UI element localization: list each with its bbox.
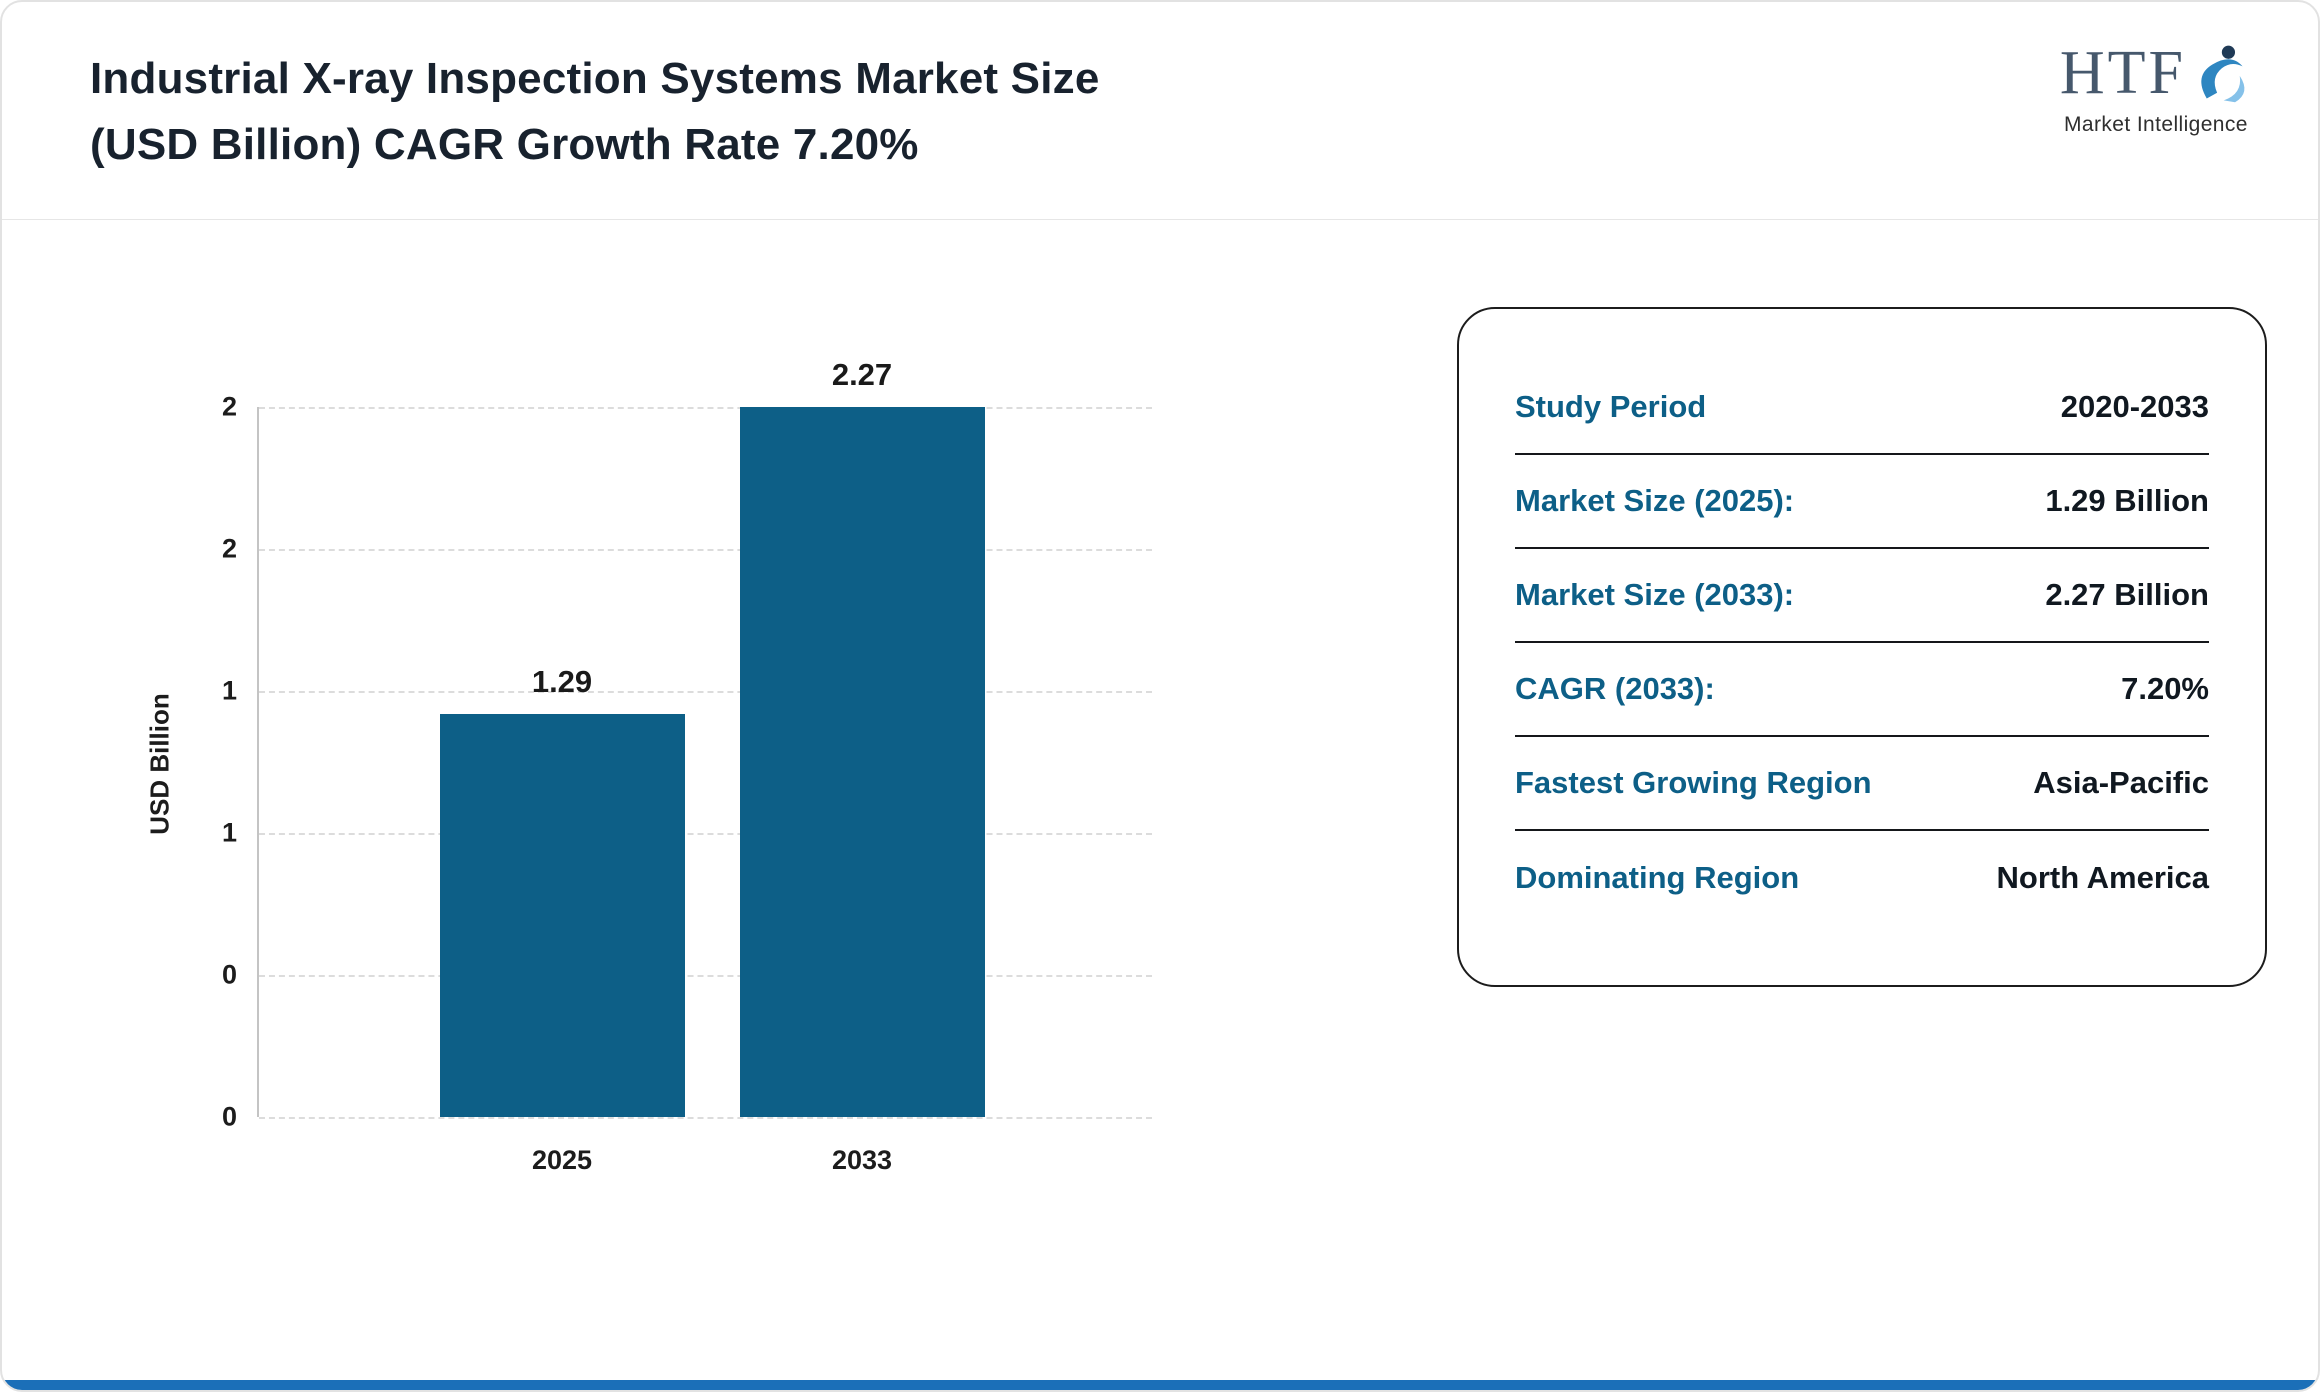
info-row: CAGR (2033): 7.20% (1515, 643, 2209, 737)
y-axis-label: USD Billion (144, 693, 175, 835)
y-tick-label: 1 (221, 817, 237, 848)
header: Industrial X-ray Inspection Systems Mark… (2, 2, 2318, 220)
y-tick-label: 0 (221, 1101, 237, 1132)
gridline (259, 975, 1152, 977)
page-title: Industrial X-ray Inspection Systems Mark… (90, 46, 1100, 178)
gridline (259, 407, 1152, 409)
htf-logo-subtext: Market Intelligence (2064, 113, 2248, 136)
y-tick-label: 2 (221, 391, 237, 422)
gridline (259, 549, 1152, 551)
info-row-label: Market Size (2025): (1515, 483, 1795, 518)
bar-2025 (439, 713, 685, 1117)
bottom-accent-bar (2, 1380, 2318, 1390)
htf-logo-top: HTF (2060, 40, 2252, 111)
x-tick-label: 2025 (531, 1145, 593, 1175)
info-row-label: CAGR (2033): (1515, 671, 1715, 706)
info-row-label: Market Size (2033): (1515, 577, 1795, 612)
y-tick-label: 0 (221, 959, 237, 990)
bar-2033 (739, 407, 985, 1117)
info-row-value: 2.27 Billion (2045, 577, 2209, 612)
info-card: Study Period 2020-2033 Market Size (2025):… (1457, 307, 2267, 987)
y-tick-label: 1 (221, 675, 237, 706)
info-row: Fastest Growing Region Asia-Pacific (1515, 737, 2209, 831)
info-row: Market Size (2025): 1.29 Billion (1515, 455, 2209, 549)
info-row-value: 7.20% (2121, 671, 2209, 706)
htf-logo: HTF Market Intelligence (2060, 40, 2252, 137)
info-row-value: 1.29 Billion (2045, 483, 2209, 518)
y-tick-label: 2 (221, 533, 237, 564)
gridline (259, 1117, 1152, 1119)
info-row-label: Dominating Region (1515, 860, 1800, 895)
bar-value-label: 2.27 (831, 357, 893, 392)
info-row-label: Fastest Growing Region (1515, 765, 1872, 800)
x-tick-label: 2033 (831, 1145, 893, 1175)
info-row: Study Period 2020-2033 (1515, 361, 2209, 455)
htf-logo-text: HTF (2059, 39, 2186, 107)
page-title-line1: Industrial X-ray Inspection Systems Mark… (90, 54, 1100, 103)
info-row-label: Study Period (1515, 389, 1707, 424)
bar-value-label: 1.29 (531, 663, 593, 699)
bar-chart-plot-area: 0 0 1 1 2 2 1.29 2025 2.27 2033 (222, 357, 1152, 1175)
info-row-value: Asia-Pacific (2033, 765, 2209, 800)
gridline (259, 691, 1152, 693)
info-row: Dominating Region North America (1515, 831, 2209, 925)
info-row: Market Size (2033): 2.27 Billion (1515, 549, 2209, 643)
info-row-value: 2020-2033 (2060, 389, 2209, 424)
info-row-value: North America (1996, 860, 2209, 895)
logo-swirl-icon (2186, 40, 2252, 111)
gridline (259, 833, 1152, 835)
page-title-line2: (USD Billion) CAGR Growth Rate 7.20% (90, 120, 919, 169)
